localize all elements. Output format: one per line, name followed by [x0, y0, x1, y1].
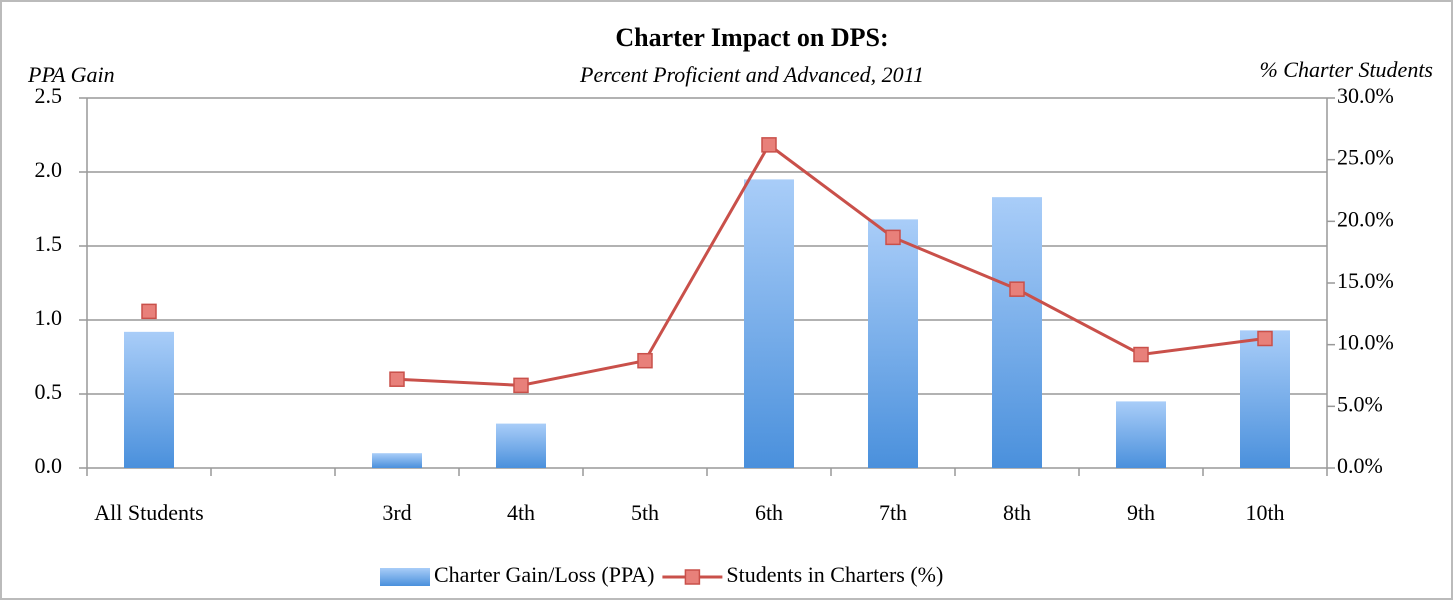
y-tick-label: 2.0 — [35, 157, 63, 182]
bar — [744, 179, 794, 468]
bar — [992, 197, 1042, 468]
y2-tick-label: 30.0% — [1337, 83, 1394, 108]
legend-swatch — [380, 568, 430, 586]
bar — [124, 331, 174, 468]
legend-label: Charter Gain/Loss (PPA) — [434, 562, 654, 587]
line-marker — [1133, 346, 1149, 363]
chart-subtitle: Percent Proficient and Advanced, 2011 — [579, 62, 924, 87]
y2-tick-label: 20.0% — [1337, 206, 1394, 231]
line-marker — [513, 377, 529, 394]
y-tick-label: 0.0 — [35, 453, 63, 478]
line-marker — [761, 137, 777, 153]
line-marker — [389, 371, 405, 387]
line — [396, 142, 1266, 387]
bar — [496, 423, 546, 468]
legend-label: Students in Charters (%) — [726, 562, 943, 587]
y-axis-label: PPA Gain — [27, 62, 115, 87]
x-tick-label: 9th — [1126, 500, 1156, 525]
y2-tick-label: 10.0% — [1337, 330, 1394, 355]
y-tick-label: 1.5 — [35, 231, 63, 256]
x-tick-label: 3rd — [382, 500, 412, 525]
y2-tick-label: 5.0% — [1337, 391, 1383, 416]
x-tick-label: 6th — [754, 500, 784, 525]
bar — [1240, 330, 1290, 468]
line-marker — [885, 229, 901, 246]
line-marker — [1257, 330, 1273, 347]
x-tick-label: 7th — [878, 500, 908, 525]
y2-axis-label: % Charter Students — [1259, 57, 1433, 82]
x-tick-label: 4th — [506, 500, 536, 525]
bar — [372, 453, 422, 468]
y-tick-label: 1.0 — [35, 305, 63, 330]
y2-tick-label: 25.0% — [1337, 145, 1394, 170]
x-tick-label: All Students — [94, 500, 204, 525]
x-tick-label: 5th — [630, 500, 660, 525]
bar — [868, 219, 918, 468]
y-tick-label: 0.5 — [35, 379, 63, 404]
y2-tick-label: 0.0% — [1337, 453, 1383, 478]
line-marker — [1009, 281, 1025, 297]
x-tick-label: 10th — [1245, 500, 1285, 525]
bar — [1116, 401, 1166, 468]
line-marker — [637, 352, 653, 369]
legend-swatch-marker — [684, 569, 701, 585]
y-tick-label: 2.5 — [35, 83, 63, 108]
y2-tick-label: 15.0% — [1337, 268, 1394, 293]
x-tick-label: 8th — [1002, 500, 1032, 525]
chart-title: Charter Impact on DPS: — [615, 23, 888, 52]
line-marker — [141, 303, 157, 320]
